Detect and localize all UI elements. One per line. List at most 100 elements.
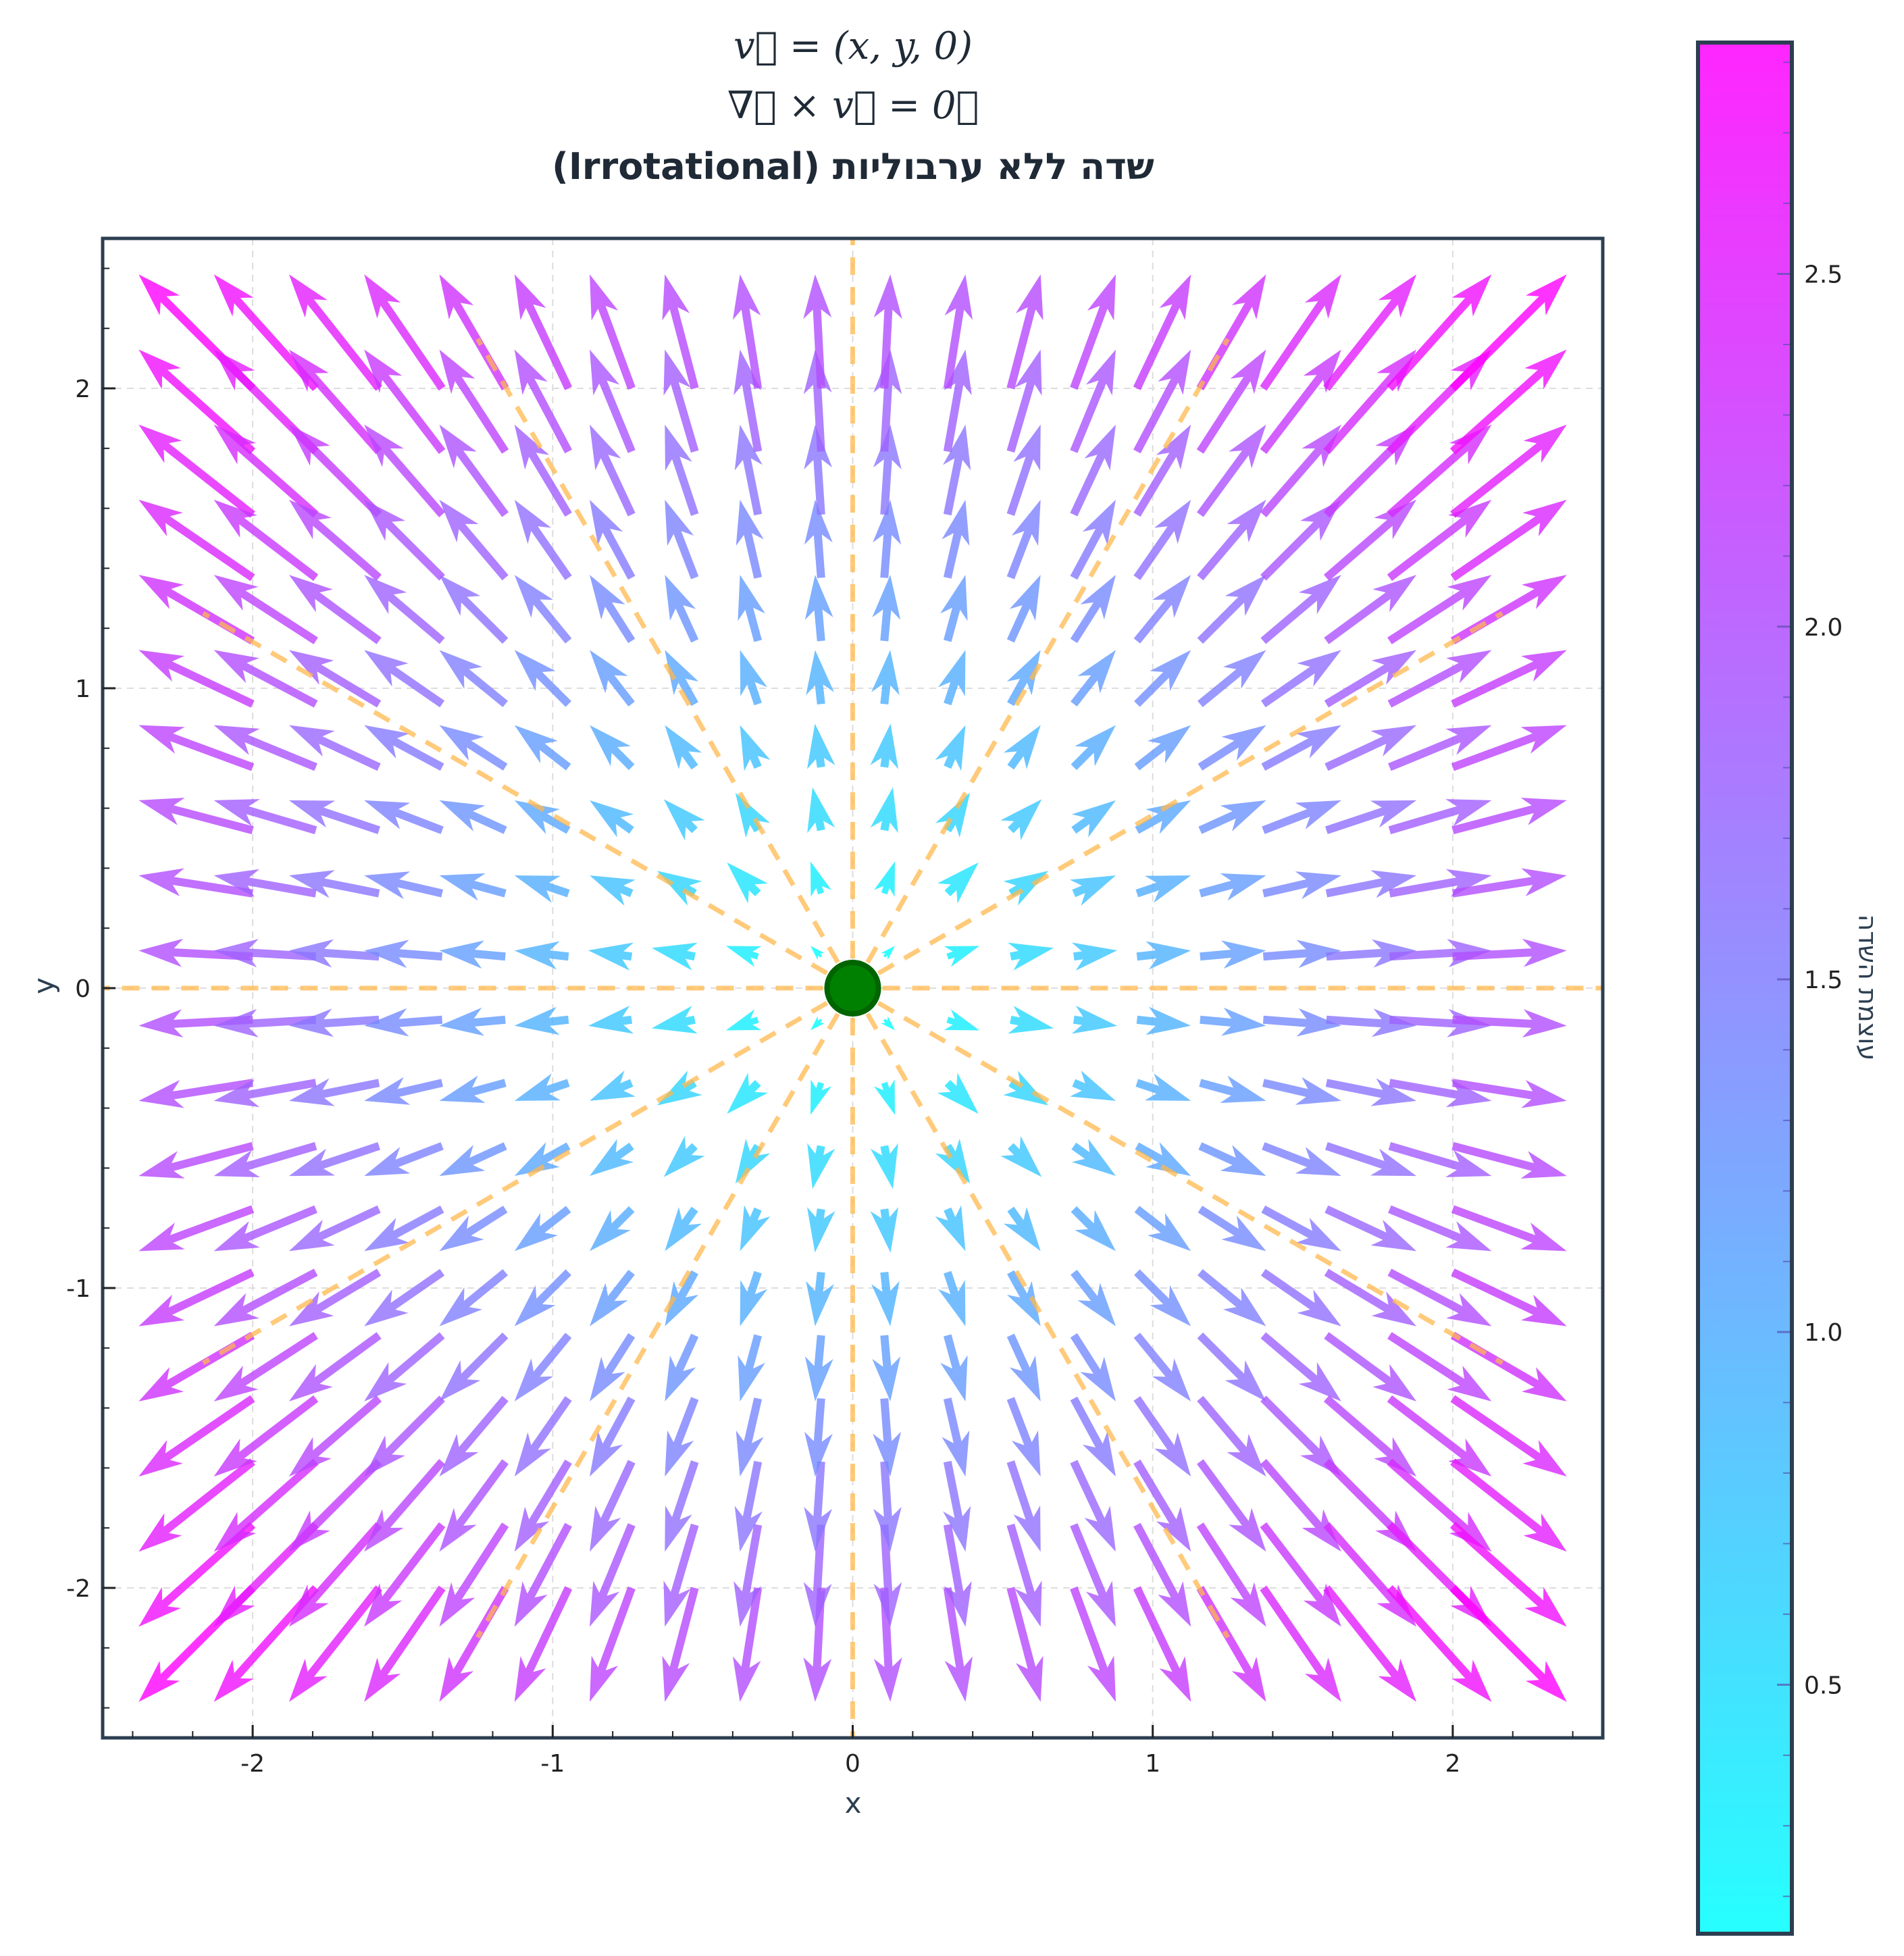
vector-arrow (810, 861, 832, 897)
vector-arrow (288, 1522, 382, 1627)
vector-arrow (1387, 1268, 1492, 1327)
y-axis-label: y (27, 977, 61, 994)
vector-arrow (944, 946, 980, 967)
vector-arrow (213, 1395, 319, 1477)
vector-arrow (1387, 1458, 1492, 1552)
vector-arrow (439, 349, 509, 454)
vector-arrow (213, 725, 317, 771)
vector-arrow (1198, 1268, 1266, 1327)
vector-arrow (439, 424, 509, 517)
vector-arrow (364, 424, 446, 517)
vector-arrow (514, 349, 572, 454)
vector-arrow (213, 499, 319, 582)
vector-arrow (588, 942, 634, 971)
vector-arrow (1006, 1397, 1041, 1477)
vector-arrow (1451, 798, 1567, 835)
colorbar-tick-label: 2.5 (1804, 261, 1843, 289)
vector-arrow (1325, 1078, 1417, 1106)
vector-arrow (138, 1141, 254, 1179)
vector-arrow (1134, 1269, 1191, 1327)
x-tick-label: 2 (1445, 1750, 1460, 1778)
vector-arrow (804, 1461, 833, 1552)
vector-arrow (1198, 650, 1266, 708)
vector-arrow (213, 1585, 319, 1702)
vector-arrow (942, 499, 970, 579)
vector-arrow (288, 274, 382, 391)
vector-arrow (725, 946, 762, 967)
vector-arrow (1006, 1587, 1044, 1702)
vector-arrow (1449, 1522, 1567, 1627)
vector-arrow (1260, 274, 1341, 391)
vector-arrow (1260, 575, 1341, 644)
vector-arrow (138, 650, 255, 708)
vector-arrow (942, 1397, 970, 1477)
vector-arrow (736, 499, 764, 579)
vector-arrow (807, 1143, 835, 1189)
vector-arrow (1200, 940, 1266, 969)
vector-arrow (1070, 349, 1116, 453)
vector-arrow (804, 1398, 833, 1477)
vector-arrow (873, 349, 902, 452)
vector-arrow (288, 424, 382, 518)
vector-arrow (288, 650, 382, 708)
vector-arrow (1388, 799, 1492, 835)
vector-arrow (364, 1459, 446, 1552)
vector-arrow (873, 1524, 902, 1627)
vector-arrow (1324, 1332, 1417, 1401)
vector-arrow (663, 1523, 699, 1627)
vector-arrow (439, 800, 507, 834)
vector-arrow (1070, 1523, 1116, 1627)
vector-arrow (288, 870, 380, 898)
vector-arrow (213, 799, 317, 835)
vector-arrow (439, 873, 507, 901)
vector-arrow (870, 1143, 898, 1189)
vector-arrow (1200, 1007, 1266, 1036)
vector-arrow (1196, 424, 1266, 517)
vector-arrow (138, 1205, 255, 1252)
vector-arrow (1070, 499, 1116, 580)
vector-arrow (590, 1586, 636, 1702)
vector-arrow (1006, 575, 1041, 643)
vector-arrow (1008, 1006, 1054, 1034)
vector-arrow (138, 1458, 255, 1552)
vector-arrow (138, 798, 254, 835)
vector-arrow (514, 1142, 571, 1177)
vector-arrow (1389, 1008, 1492, 1037)
vector-arrow (665, 725, 702, 770)
vector-arrow (439, 274, 509, 391)
vector-arrow (873, 1079, 896, 1115)
vector-arrow (1134, 725, 1191, 771)
vector-arrow (881, 946, 896, 960)
vector-arrow (138, 725, 255, 771)
vector-arrow (810, 1016, 825, 1031)
radial-line (475, 337, 855, 989)
vector-arrow (1134, 1206, 1191, 1252)
vector-arrow (288, 725, 381, 771)
vector-arrow (288, 1268, 382, 1327)
vector-arrow (651, 942, 698, 971)
vector-arrow (1449, 274, 1567, 392)
vector-arrow (138, 938, 253, 967)
vector-arrow (1070, 1333, 1116, 1401)
vector-arrow (213, 650, 318, 708)
vector-arrow (662, 1587, 699, 1702)
vector-arrow (1387, 424, 1492, 518)
vector-arrow (873, 861, 896, 897)
vector-arrow (651, 1006, 698, 1034)
colorbar-label: עוצמת השדה (1853, 914, 1882, 1061)
vector-arrow (873, 424, 902, 515)
vector-arrow (1071, 800, 1116, 838)
vector-arrow (590, 1070, 636, 1101)
vector-arrow (138, 1009, 253, 1038)
vector-arrow (1133, 499, 1191, 580)
vector-arrow (1261, 1205, 1341, 1252)
vector-arrow (288, 800, 381, 835)
vector-arrow (1389, 939, 1492, 968)
vector-arrow (803, 1587, 832, 1702)
vector-arrow (804, 499, 833, 578)
vector-arrow (734, 1524, 763, 1627)
vector-arrow (1323, 1522, 1417, 1627)
vector-arrow (1323, 274, 1417, 391)
axes-ticks: -2 -1 0 1 2 -2 -1 0 1 2 (66, 267, 1574, 1778)
